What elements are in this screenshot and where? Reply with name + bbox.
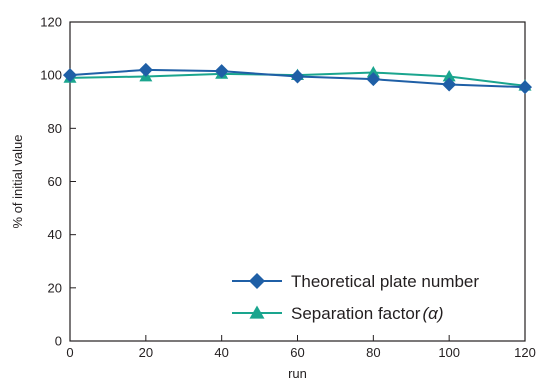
y-axis-label: % of initial value [10,135,25,229]
y-tick-label: 60 [48,174,62,189]
x-tick-label: 100 [438,345,460,360]
series-theoretical-plate-number [63,62,532,95]
data-point-diamond [290,69,305,84]
data-point-diamond [366,72,381,87]
data-point-diamond [138,62,153,77]
x-tick-label: 120 [514,345,536,360]
x-tick-label: 40 [214,345,228,360]
legend-label: Separation factor (α) [291,304,444,323]
x-tick-label: 80 [366,345,380,360]
legend-item: Theoretical plate number [232,272,479,291]
data-point-diamond [442,77,457,92]
x-tick-label: 0 [66,345,73,360]
x-axis-label: run [288,366,307,381]
legend-label: Theoretical plate number [291,272,479,291]
data-point-diamond [214,64,229,79]
series-layer [63,62,532,95]
tick-marks [69,21,526,342]
data-point-triangle [442,69,456,82]
x-tick-label: 60 [290,345,304,360]
data-point-diamond [63,68,77,83]
legend-label-suffix: (α) [422,304,443,323]
y-tick-label: 120 [40,15,62,30]
tick-labels: 0 20 40 60 80 100 120 0 20 40 60 80 100 120 [40,15,536,361]
x-tick-label: 20 [139,345,153,360]
legend-item: Separation factor (α) [232,304,444,323]
legend-label-name: Separation factor [291,304,421,323]
y-tick-label: 0 [55,334,62,349]
legend-marker-diamond [249,273,265,289]
y-tick-label: 100 [40,68,62,83]
data-point-triangle [366,66,380,78]
y-tick-label: 80 [48,121,62,136]
legend-label-name: Theoretical plate number [291,272,479,291]
legend-marker-triangle [249,305,265,319]
data-point-diamond [518,80,532,95]
y-tick-label: 40 [48,227,62,242]
y-tick-label: 20 [48,280,62,295]
legend: Theoretical plate number Separation facto… [232,272,479,323]
